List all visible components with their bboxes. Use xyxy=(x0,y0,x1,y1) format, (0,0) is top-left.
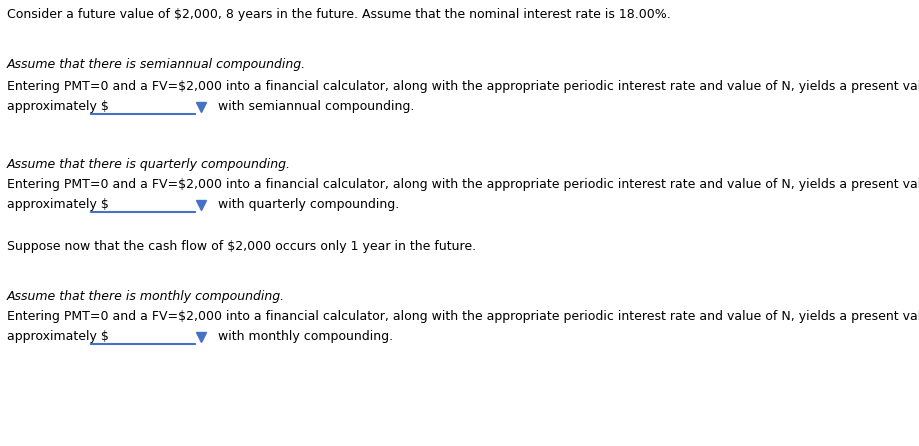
Text: approximately $: approximately $ xyxy=(7,198,108,211)
Text: Entering PMT=0 and a FV=$2,000 into a financial calculator, along with the appro: Entering PMT=0 and a FV=$2,000 into a fi… xyxy=(7,310,919,323)
Text: approximately $: approximately $ xyxy=(7,330,108,343)
Text: Assume that there is semiannual compounding.: Assume that there is semiannual compound… xyxy=(7,58,306,71)
Text: Suppose now that the cash flow of $2,000 occurs only 1 year in the future.: Suppose now that the cash flow of $2,000… xyxy=(7,240,476,253)
Text: with semiannual compounding.: with semiannual compounding. xyxy=(218,100,414,113)
Text: Consider a future value of $2,000, 8 years in the future. Assume that the nomina: Consider a future value of $2,000, 8 yea… xyxy=(7,8,670,21)
Text: Entering PMT=0 and a FV=$2,000 into a financial calculator, along with the appro: Entering PMT=0 and a FV=$2,000 into a fi… xyxy=(7,178,919,191)
Text: approximately $: approximately $ xyxy=(7,100,108,113)
Text: with monthly compounding.: with monthly compounding. xyxy=(218,330,392,343)
Text: Assume that there is monthly compounding.: Assume that there is monthly compounding… xyxy=(7,290,285,303)
Text: Assume that there is quarterly compounding.: Assume that there is quarterly compoundi… xyxy=(7,158,290,171)
Text: Entering PMT=0 and a FV=$2,000 into a financial calculator, along with the appro: Entering PMT=0 and a FV=$2,000 into a fi… xyxy=(7,80,919,93)
Text: with quarterly compounding.: with quarterly compounding. xyxy=(218,198,399,211)
